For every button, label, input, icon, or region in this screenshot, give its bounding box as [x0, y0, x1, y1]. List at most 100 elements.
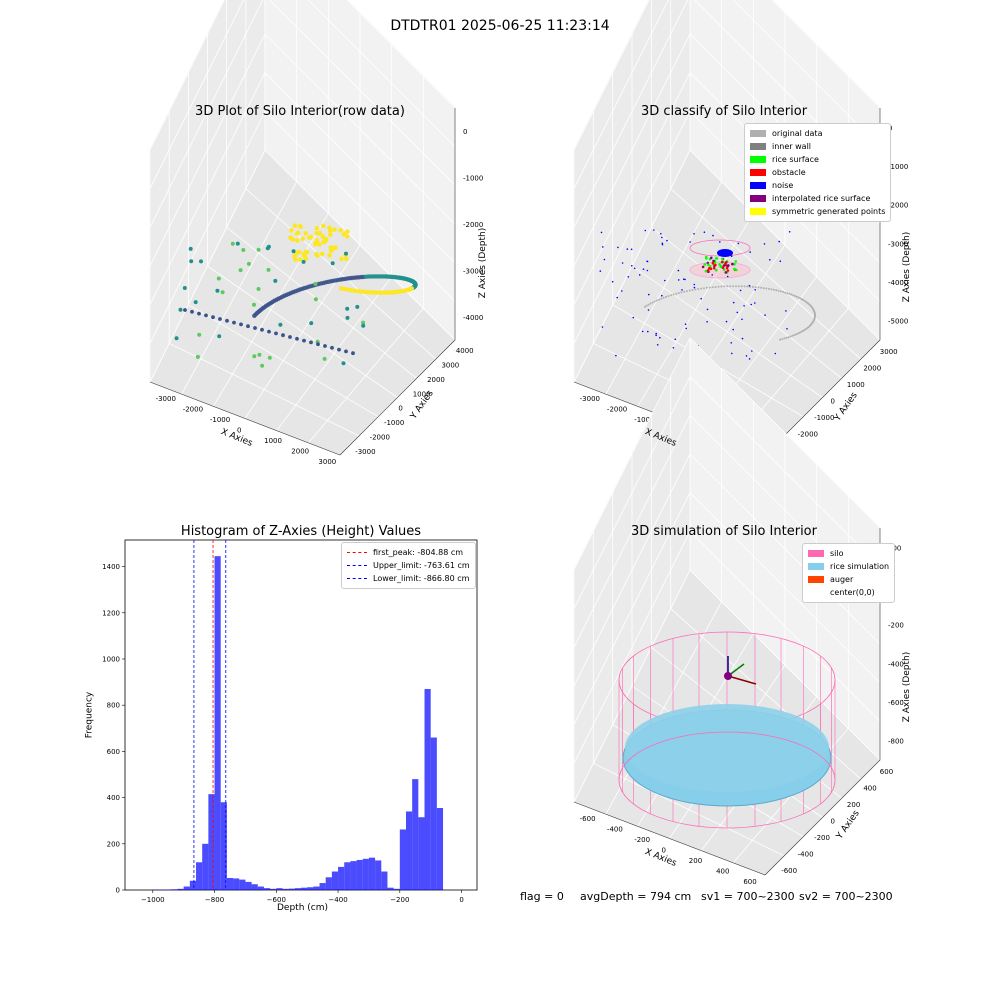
plot1-point — [199, 259, 203, 264]
plot2-point — [726, 269, 730, 272]
plot3-xtick-label: −1000 — [141, 896, 165, 904]
plot2-point — [799, 297, 802, 300]
plot2-point — [777, 289, 780, 292]
plot1-ytick-label: 0 — [398, 405, 402, 413]
plot1-point — [183, 308, 187, 312]
plot1-point — [195, 354, 200, 359]
plot2-point — [740, 285, 743, 288]
plot2-point — [712, 259, 715, 263]
plot2-point — [714, 263, 717, 267]
plot1-point — [313, 281, 318, 286]
plot2-point — [672, 347, 675, 349]
plot2-point — [800, 330, 803, 333]
legend-label: center(0,0) — [830, 588, 875, 597]
plot1-ytick-label: 1000 — [413, 390, 431, 398]
legend-item: first_peak: -804.88 cm — [347, 546, 470, 559]
plot4-ztick-label: -600 — [888, 699, 904, 707]
plot2-point — [701, 265, 705, 269]
plot4-y-axis — [764, 759, 881, 876]
plot3-ytick-label: 0 — [116, 887, 120, 895]
legend-label: inner wall — [772, 142, 812, 151]
plot2-point — [719, 241, 721, 243]
plot1-point — [327, 253, 332, 258]
plot1-point — [314, 225, 320, 231]
plot2-point — [718, 263, 721, 266]
plot1-point — [295, 336, 299, 341]
legend-item: silo — [808, 547, 889, 560]
legend-label: rice simulation — [830, 562, 890, 571]
plot4-xtick-label: -400 — [607, 826, 623, 834]
plot2-point — [633, 267, 636, 270]
plot1-ytick-label: -1000 — [384, 419, 404, 427]
plot2-point — [703, 263, 707, 266]
plot1-point — [351, 351, 355, 356]
plot3-bar — [338, 866, 345, 890]
plot1-point — [302, 338, 306, 343]
plot4-legend: silo rice simulation auger center(0,0) — [802, 543, 896, 603]
plot2-point — [765, 287, 768, 290]
plot1-grid — [149, 0, 244, 189]
plot2-point — [775, 289, 778, 292]
legend-item: rice surface — [750, 153, 885, 166]
plot4-center-x-arrow — [727, 675, 757, 685]
plot2-point — [720, 285, 723, 288]
plot1-point — [274, 331, 278, 336]
plot2-point — [786, 292, 789, 295]
plot2-point — [664, 279, 666, 282]
plot3-bar — [424, 689, 431, 890]
legend-line — [347, 578, 367, 579]
plot2-point — [712, 266, 716, 270]
plot2-grid — [771, 0, 881, 109]
legend-item: rice simulation — [808, 560, 889, 573]
plot2-point — [760, 286, 763, 289]
plot1-point — [197, 332, 202, 337]
plot2-silo-bottom — [689, 261, 751, 279]
plot2-point — [722, 268, 726, 271]
plot3-bar — [418, 817, 425, 890]
plot2-point — [653, 300, 656, 303]
legend-item: Upper_limit: -763.61 cm — [347, 559, 470, 572]
plot1-point — [361, 323, 366, 328]
legend-line — [347, 565, 367, 566]
plot2-point — [779, 338, 782, 341]
plot2-point — [785, 310, 787, 312]
legend-swatch — [808, 563, 824, 570]
plot1-ytick-label: 2000 — [427, 376, 445, 384]
legend-item: noise — [750, 179, 885, 192]
plot1-point — [188, 246, 193, 251]
legend-label: auger — [830, 575, 854, 584]
plot3-ylabel: Frequency — [84, 691, 95, 739]
plot2-point — [733, 262, 736, 266]
plot2-point — [643, 305, 646, 308]
plot1-point — [292, 223, 298, 228]
plot1-point — [338, 227, 343, 233]
plot2-point — [691, 289, 694, 291]
plot1-point — [215, 288, 220, 293]
plot2-point — [788, 231, 791, 233]
plot2-point — [779, 260, 782, 263]
plot2-point — [726, 285, 729, 288]
plot2-point — [693, 233, 695, 235]
plot2-point — [646, 260, 649, 263]
plot2-point — [674, 338, 677, 341]
plot2-point — [750, 303, 752, 306]
plot2-point — [656, 344, 659, 346]
plot1-point — [216, 276, 221, 281]
plot2-ytick-label: 2000 — [863, 365, 881, 373]
plot1-x-axis — [149, 381, 341, 456]
plot3-bar — [356, 859, 363, 890]
plot2-point — [725, 266, 729, 270]
plot1-point — [178, 307, 183, 312]
plot2-point — [693, 286, 696, 289]
plot3-bar — [313, 886, 320, 890]
plot3-bar — [387, 887, 394, 890]
plot2-point — [677, 269, 680, 272]
plot2-point — [675, 292, 678, 295]
plot3-bar — [412, 779, 419, 890]
plot2-point — [798, 331, 801, 334]
plot2-point — [788, 292, 791, 295]
plot2-point — [700, 297, 702, 300]
plot2-point — [731, 352, 733, 355]
legend-swatch — [750, 208, 766, 215]
plot3-bar — [301, 887, 308, 890]
